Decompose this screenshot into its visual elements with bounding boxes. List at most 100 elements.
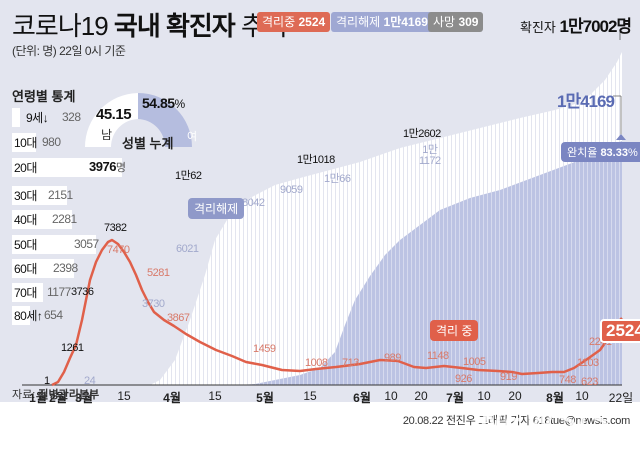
label-isolated-3867: 3867 — [167, 312, 190, 324]
age-label: 70대 — [14, 286, 37, 300]
xtick-jul: 7월 — [446, 391, 464, 405]
total-confirmed: 확진자 1만7002명 — [520, 12, 633, 37]
title-bold: 국내 확진자 — [113, 11, 236, 41]
xtick-mar: 3월 — [75, 391, 93, 405]
label-isolated-7470: 7470 — [107, 244, 130, 256]
credit: 20.08.22 전진우 그래픽 기자 618tue@newsis.com — [402, 415, 630, 427]
title-light: 코로나19 — [12, 11, 114, 41]
age-value: 2151 — [48, 188, 73, 202]
label-isolated-748: 748 — [559, 374, 576, 386]
total-value: 1만7002명 — [559, 17, 633, 36]
age-value: 2398 — [53, 261, 78, 275]
label-released-10066: 1만66 — [324, 173, 351, 185]
age-value: 654 — [44, 308, 63, 322]
total-label: 확진자 — [520, 20, 556, 35]
xtick-jul20: 20 — [508, 389, 522, 403]
gender-male-label: 남 — [101, 128, 112, 142]
label-isolated-1103: 1103 — [577, 357, 599, 369]
label-isolated-926: 926 — [455, 373, 472, 385]
xtick-jun10: 10 — [384, 389, 398, 403]
source-label: 자료: — [12, 389, 36, 401]
source: 자료: 질병관리본부 — [12, 386, 99, 402]
label-confirmed-10062: 1만62 — [175, 170, 202, 182]
badge-deaths-label: 사망 — [433, 15, 456, 29]
label-isolated-1008: 1008 — [305, 357, 328, 369]
xtick-aug22: 22일 — [608, 391, 634, 405]
age-row-8: 80세↑ 654 — [12, 306, 63, 325]
released-pill: 격리해제 — [188, 198, 245, 219]
recovery-rate-pill: 완치율 83.33% — [561, 142, 640, 162]
label-confirmed-1: 1 — [44, 375, 50, 387]
age-row-2: 20대 3976명 — [12, 158, 126, 177]
label-confirmed-7382: 7382 — [104, 222, 127, 234]
xtick-apr15: 15 — [208, 389, 222, 403]
released-area — [85, 141, 622, 385]
gender-female-label: 여 — [187, 131, 197, 143]
isolated-line — [51, 238, 623, 387]
gender-male-arc — [85, 93, 138, 147]
age-value-number: 3976 — [89, 159, 116, 174]
age-row-4: 40대 2281 — [12, 210, 77, 229]
label-confirmed-3736: 3736 — [71, 286, 94, 298]
age-row-7: 70대 1177 — [12, 283, 71, 302]
label-isolated-989: 989 — [384, 352, 401, 364]
label-isolated-919: 919 — [500, 371, 517, 383]
badge-isolated-label: 격리중 — [262, 15, 296, 29]
label-released-11172: 1만 1172 — [419, 144, 441, 167]
xtick-jun: 6월 — [353, 391, 371, 405]
gender-title: 성별 누계 — [122, 136, 174, 151]
label-isolated-1148: 1148 — [427, 350, 449, 362]
isolated-pill: 격리 중 — [430, 320, 479, 341]
label-released-9059: 9059 — [280, 184, 303, 196]
gender-male-value: 45.15 — [96, 106, 132, 123]
label-released-24: 24 — [84, 375, 96, 387]
xtick-aug: 8월 — [546, 391, 564, 405]
recovery-value: 83.33 — [600, 147, 628, 159]
label-isolated-5281: 5281 — [147, 267, 170, 279]
age-value: 3057 — [74, 237, 99, 251]
xtick-jul10: 10 — [477, 389, 491, 403]
label-isolated-1005: 1005 — [463, 356, 486, 368]
age-label: 50대 — [14, 238, 37, 252]
badge-isolated: 격리중 2524 — [257, 12, 331, 32]
age-row-1: 10대 980 — [12, 133, 61, 152]
age-label: 20대 — [14, 161, 37, 175]
xtick-may: 5월 — [256, 391, 274, 405]
label-confirmed-1261: 1261 — [61, 342, 84, 354]
label-released-8042: 8042 — [242, 197, 265, 209]
gender-female-number: 54.85 — [142, 95, 175, 111]
age-stats-title: 연령별 통계 — [12, 89, 76, 104]
recovery-pct: % — [627, 147, 638, 159]
age-label: 40대 — [14, 213, 37, 227]
page-title: 코로나19 국내 확진자 추이 — [12, 6, 288, 43]
age-row-6: 60대 2398 — [12, 259, 78, 278]
age-value: 2281 — [52, 212, 77, 226]
isolated-final-value: 2524 — [600, 319, 640, 343]
label-confirmed-12602: 1만2602 — [403, 128, 441, 140]
age-value: 3976명 — [89, 159, 126, 175]
label-isolated-1459: 1459 — [253, 343, 276, 355]
xtick-aug10: 10 — [575, 389, 589, 403]
label-confirmed-11018: 1만1018 — [297, 154, 335, 166]
xtick-feb: 2월 — [49, 391, 67, 405]
age-label: 60대 — [14, 262, 37, 276]
age-label: 80세↑ — [14, 309, 43, 323]
gender-female-arc — [138, 93, 192, 147]
label-released-3730: 3730 — [142, 298, 165, 310]
age-row-3: 30대 2151 — [12, 186, 73, 205]
watermark-logo: NEWSIS — [480, 404, 611, 437]
age-value: 328 — [62, 110, 81, 124]
badge-deaths: 사망 309 — [428, 12, 484, 32]
age-value: 1177 — [47, 285, 71, 299]
released-final-value: 1만4169 — [557, 92, 615, 111]
percent-sign: % — [174, 97, 186, 111]
xtick-jun20: 20 — [414, 389, 428, 403]
source-value: 질병관리본부 — [38, 389, 100, 401]
badge-released-label: 격리해제 — [336, 15, 381, 29]
age-unit: 명 — [115, 162, 126, 174]
subtitle: (단위: 명) 22일 0시 기준 — [12, 44, 126, 58]
xtick-apr: 4월 — [163, 391, 181, 405]
xtick-may15: 15 — [303, 389, 317, 403]
age-value: 980 — [42, 135, 61, 149]
